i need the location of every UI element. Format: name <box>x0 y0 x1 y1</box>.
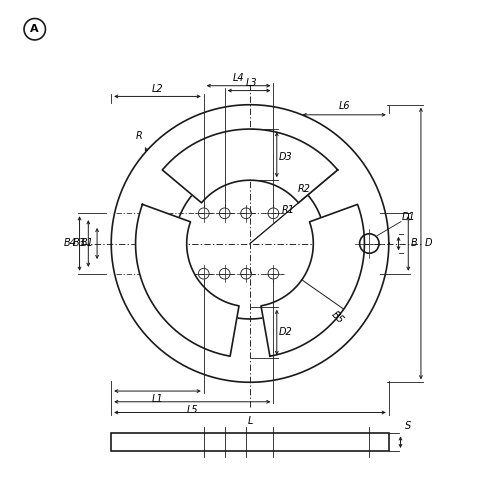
Text: B4: B4 <box>64 239 76 248</box>
Text: R2: R2 <box>298 184 311 194</box>
Text: B5: B5 <box>329 309 345 326</box>
Text: D2: D2 <box>279 327 293 337</box>
Text: L2: L2 <box>152 83 164 94</box>
Text: D1: D1 <box>402 211 415 222</box>
Text: R1: R1 <box>282 205 294 215</box>
Text: B3: B3 <box>72 239 86 248</box>
Text: L4: L4 <box>232 73 244 83</box>
Text: R: R <box>136 131 143 141</box>
Polygon shape <box>261 205 364 356</box>
Text: L5: L5 <box>186 405 198 415</box>
Text: D3: D3 <box>279 152 293 162</box>
Text: B: B <box>411 239 418 248</box>
Text: B1: B1 <box>81 239 94 248</box>
Polygon shape <box>162 129 338 203</box>
Polygon shape <box>136 205 239 356</box>
Text: L: L <box>248 416 252 426</box>
Bar <box>111 433 389 451</box>
Text: L3: L3 <box>246 77 258 88</box>
Text: A: A <box>30 24 39 34</box>
Text: D: D <box>425 239 432 248</box>
Text: S: S <box>405 421 411 431</box>
Text: L1: L1 <box>152 394 164 405</box>
Text: L6: L6 <box>338 101 350 112</box>
